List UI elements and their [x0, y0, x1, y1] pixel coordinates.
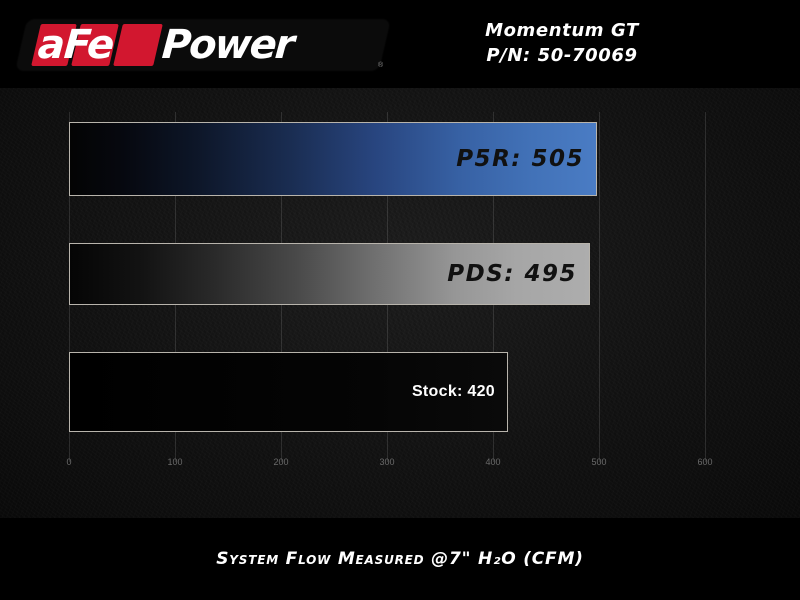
footer-bar: System Flow Measured @7" H₂O (CFM) — [0, 518, 800, 600]
bar-psr: P5R: 505 — [69, 122, 597, 196]
logo-text-afe: aFe — [36, 22, 115, 68]
bar-pds: PDS: 495 — [69, 243, 590, 305]
part-number: P/N: 50-70069 — [486, 45, 638, 66]
registered-trademark-icon: ® — [378, 62, 384, 69]
x-tick-500: 500 — [591, 457, 607, 467]
header-bar: aFe Power ® Momentum GT P/N: 50-70069 — [0, 0, 800, 88]
logo-text-power: Power — [160, 22, 295, 68]
x-tick-300: 300 — [379, 457, 395, 467]
bar-label-stock: Stock: 420 — [411, 383, 495, 400]
gridline-500 — [599, 112, 600, 462]
x-tick-0: 0 — [66, 457, 72, 467]
x-tick-200: 200 — [273, 457, 289, 467]
x-tick-100: 100 — [167, 457, 183, 467]
x-tick-600: 600 — [697, 457, 713, 467]
bar-label-psr: P5R: 505 — [456, 146, 584, 172]
afe-power-logo: aFe Power ® — [16, 16, 392, 74]
x-tick-400: 400 — [485, 457, 501, 467]
bar-stock: Stock: 420 — [69, 352, 508, 432]
product-name: Momentum GT — [485, 20, 639, 41]
bar-label-pds: PDS: 495 — [447, 261, 577, 287]
gridline-600 — [705, 112, 706, 462]
product-info-block: Momentum GT P/N: 50-70069 — [432, 18, 692, 68]
x-axis-caption: System Flow Measured @7" H₂O (CFM) — [216, 549, 584, 569]
